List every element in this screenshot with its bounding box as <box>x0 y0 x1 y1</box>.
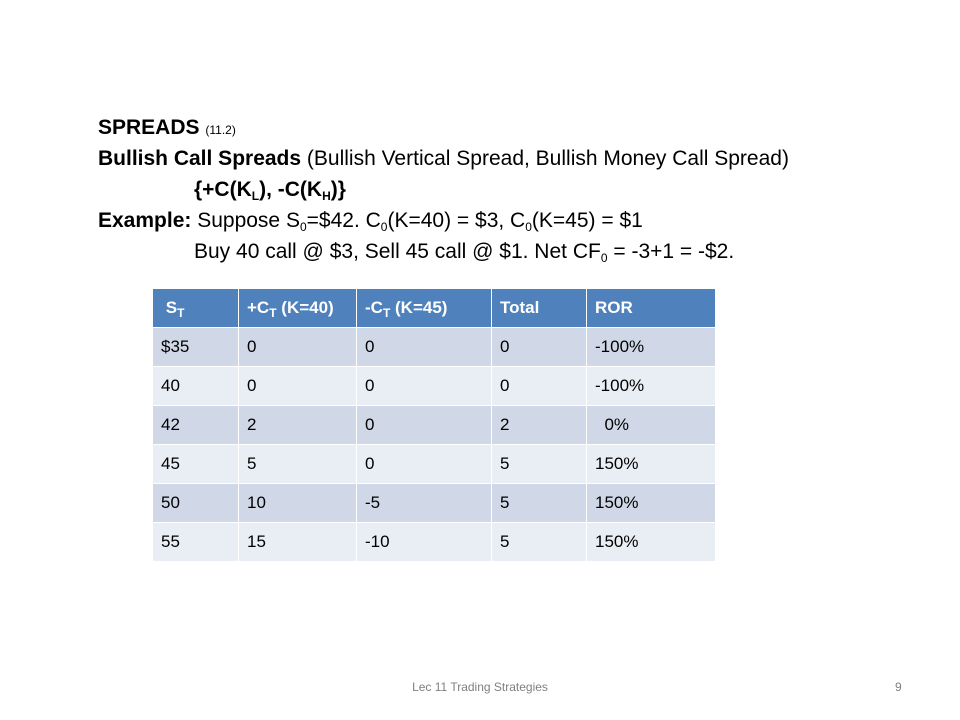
cell-long-call: 10 <box>238 483 357 523</box>
slide-heading: SPREADS <box>98 116 200 139</box>
subtitle-line: Bullish Call Spreads (Bullish Vertical S… <box>98 143 918 174</box>
example-text: (K=45) = $1 <box>531 209 643 232</box>
cell-long-call: 2 <box>238 405 357 445</box>
footer-title: Lec 11 Trading Strategies <box>412 680 548 694</box>
example-label: Example: <box>98 209 192 232</box>
cell-ror: 150% <box>586 522 716 562</box>
trade-sub: 0 <box>600 251 608 265</box>
trade-text: = -3+1 = -$2. <box>607 240 735 263</box>
cell-long-call: 0 <box>238 366 357 406</box>
example-sub: 0 <box>299 220 307 234</box>
cell-short-call: -10 <box>356 522 492 562</box>
cell-total: 5 <box>491 522 587 562</box>
table-row: 50 10 -5 5 150% <box>152 483 716 523</box>
cell-st: $35 <box>152 327 239 367</box>
formula-sub: L <box>251 189 260 203</box>
formula-part: )} <box>330 178 346 201</box>
trade-text: Buy 40 call @ $3, Sell 45 call @ $1. Net… <box>194 240 601 263</box>
cell-long-call: 0 <box>238 327 357 367</box>
header-ror: ROR <box>586 288 716 328</box>
header-long-call: +CT (K=40) <box>238 288 357 328</box>
cell-ror: 150% <box>586 483 716 523</box>
cell-ror: -100% <box>586 327 716 367</box>
header-short-call: -CT (K=45) <box>356 288 492 328</box>
cell-total: 5 <box>491 483 587 523</box>
cell-total: 5 <box>491 444 587 484</box>
header-st: ST <box>152 288 239 328</box>
example-text: (K=40) = $3, C <box>387 209 526 232</box>
cell-st: 42 <box>152 405 239 445</box>
page-number: 9 <box>895 680 902 694</box>
position-formula: {+C(KL), -C(KH)} <box>98 174 918 205</box>
cell-ror: 150% <box>586 444 716 484</box>
cell-short-call: 0 <box>356 327 492 367</box>
cell-st: 40 <box>152 366 239 406</box>
cell-ror: -100% <box>586 366 716 406</box>
example-line: Example: Suppose S0=$42. C0(K=40) = $3, … <box>98 205 918 236</box>
table-row: 45 5 0 5 150% <box>152 444 716 484</box>
table-row: 40 0 0 0 -100% <box>152 366 716 406</box>
cell-ror: 0% <box>586 405 716 445</box>
subtitle-rest: (Bullish Vertical Spread, Bullish Money … <box>301 147 789 170</box>
example-sub: 0 <box>525 220 532 234</box>
table-header-row: ST +CT (K=40) -CT (K=45) Total ROR <box>152 288 716 328</box>
cell-short-call: -5 <box>356 483 492 523</box>
table-row: $35 0 0 0 -100% <box>152 327 716 367</box>
cell-long-call: 5 <box>238 444 357 484</box>
cell-total: 0 <box>491 366 587 406</box>
table-row: 55 15 -10 5 150% <box>152 522 716 562</box>
cell-st: 50 <box>152 483 239 523</box>
trade-line: Buy 40 call @ $3, Sell 45 call @ $1. Net… <box>98 236 918 267</box>
payoff-table: ST +CT (K=40) -CT (K=45) Total ROR $35 0… <box>152 288 716 562</box>
example-text: Suppose S <box>191 209 300 232</box>
cell-total: 0 <box>491 327 587 367</box>
cell-short-call: 0 <box>356 405 492 445</box>
formula-part: ), -C(K <box>259 178 323 201</box>
cell-short-call: 0 <box>356 444 492 484</box>
cell-long-call: 15 <box>238 522 357 562</box>
example-sub: 0 <box>380 220 388 234</box>
header-total: Total <box>491 288 587 328</box>
cell-st: 55 <box>152 522 239 562</box>
formula-part: {+C(K <box>194 178 252 201</box>
table-row: 42 2 0 2 0% <box>152 405 716 445</box>
slide-body: SPREADS (11.2) Bullish Call Spreads (Bul… <box>98 112 918 267</box>
cell-short-call: 0 <box>356 366 492 406</box>
cell-total: 2 <box>491 405 587 445</box>
subtitle-bold: Bullish Call Spreads <box>98 147 302 170</box>
formula-sub: H <box>322 189 331 203</box>
example-text: =$42. C <box>306 209 381 232</box>
slide-heading-line: SPREADS (11.2) <box>98 112 918 143</box>
cell-st: 45 <box>152 444 239 484</box>
section-ref: (11.2) <box>205 123 236 137</box>
